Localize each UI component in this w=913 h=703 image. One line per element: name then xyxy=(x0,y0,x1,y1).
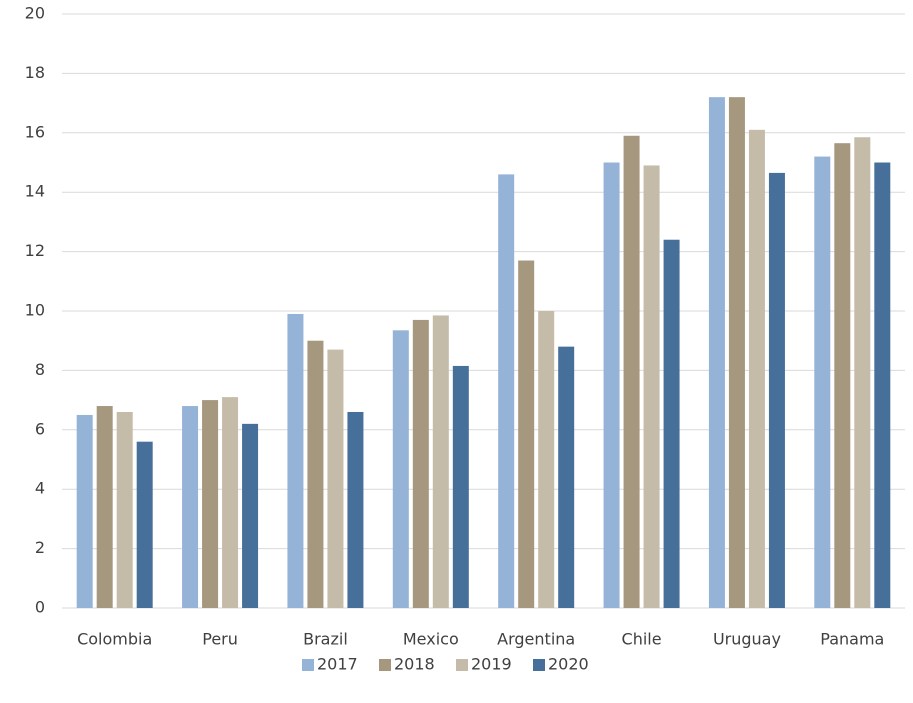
bar xyxy=(136,441,153,608)
bar xyxy=(347,411,364,608)
y-tick-label: 14 xyxy=(25,182,45,201)
bar xyxy=(558,346,575,608)
legend-swatch xyxy=(302,659,314,671)
y-tick-label: 8 xyxy=(35,360,45,379)
bar xyxy=(643,165,660,608)
y-tick-label: 16 xyxy=(25,122,45,141)
bar xyxy=(287,313,304,608)
bar xyxy=(814,156,831,608)
y-tick-label: 2 xyxy=(35,538,45,557)
bar xyxy=(748,129,765,608)
bar xyxy=(116,411,133,608)
legend-label: 2020 xyxy=(548,655,589,674)
y-tick-label: 12 xyxy=(25,241,45,260)
x-tick-label: Brazil xyxy=(303,630,348,649)
bar xyxy=(327,349,344,608)
bar xyxy=(412,319,429,608)
legend-swatch xyxy=(379,659,391,671)
x-tick-label: Uruguay xyxy=(713,630,781,649)
bar xyxy=(728,97,745,608)
bar xyxy=(452,365,469,608)
legend-label: 2018 xyxy=(394,655,435,674)
bar xyxy=(708,97,725,608)
x-tick-label: Peru xyxy=(202,630,238,649)
y-tick-label: 0 xyxy=(35,598,45,617)
bar xyxy=(498,174,515,608)
x-tick-label: Mexico xyxy=(403,630,459,649)
bar xyxy=(202,400,219,608)
bar xyxy=(623,135,640,608)
bar xyxy=(432,315,449,608)
bar xyxy=(834,143,851,608)
bar xyxy=(854,137,871,608)
bar xyxy=(874,162,891,608)
bar xyxy=(242,423,259,608)
legend-label: 2017 xyxy=(317,655,358,674)
x-tick-label: Argentina xyxy=(497,630,575,649)
y-tick-label: 6 xyxy=(35,419,45,438)
y-tick-label: 4 xyxy=(35,479,45,498)
bar xyxy=(76,414,93,608)
x-tick-label: Colombia xyxy=(77,630,152,649)
y-tick-label: 20 xyxy=(25,4,45,23)
x-tick-label: Panama xyxy=(820,630,884,649)
bar xyxy=(96,406,113,608)
legend-swatch xyxy=(533,659,545,671)
bar xyxy=(603,162,620,608)
bar xyxy=(222,397,239,608)
bar xyxy=(307,340,324,608)
bar xyxy=(538,311,555,608)
legend-label: 2019 xyxy=(471,655,512,674)
bar xyxy=(182,406,199,608)
bar xyxy=(663,239,680,608)
y-tick-label: 10 xyxy=(25,301,45,320)
y-tick-label: 18 xyxy=(25,63,45,82)
bar xyxy=(768,172,785,608)
bar xyxy=(392,330,409,608)
bar xyxy=(518,260,535,608)
x-tick-label: Chile xyxy=(622,630,662,649)
legend-swatch xyxy=(456,659,468,671)
